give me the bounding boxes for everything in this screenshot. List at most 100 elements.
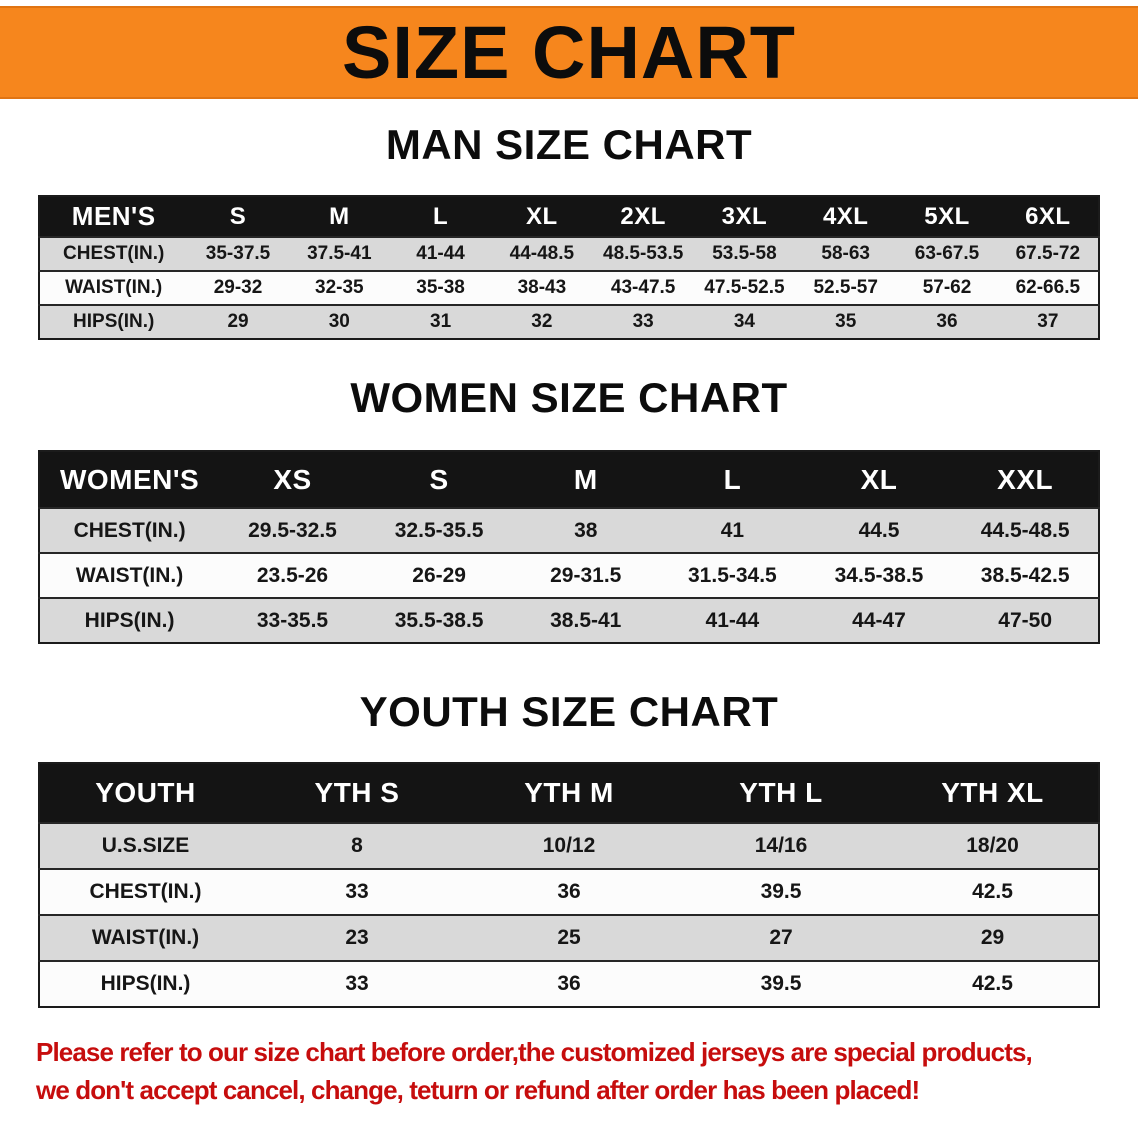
size-column-header: M bbox=[288, 196, 390, 237]
size-value-cell: 41 bbox=[720, 518, 745, 542]
size-column-header: XL bbox=[491, 196, 593, 237]
size-value-cell: 29-32 bbox=[213, 277, 263, 298]
size-value-cell: 44.5-48.5 bbox=[980, 518, 1070, 542]
size-value-cell: 35 bbox=[835, 311, 857, 332]
size-value-cell: 38.5-41 bbox=[550, 608, 622, 632]
youth-size-table: YOUTH YTH S YTH M YTH L YTH XL U.S.SIZE 8 10/12… bbox=[38, 762, 1100, 1008]
men-size-table: MEN'S S M L XL 2XL 3XL 4XL 5XL 6XL CHEST(IN.) 35-37… bbox=[38, 195, 1100, 340]
size-table-header-row: WOMEN'S XS S M L XL XXL bbox=[39, 451, 1099, 508]
size-column-header: 2XL bbox=[592, 196, 694, 237]
measurement-row: WAIST(IN.) 23.5-26 26-29 29-31.5 31.5-34.5 34… bbox=[39, 553, 1099, 598]
size-value-cell: 8 bbox=[351, 834, 363, 857]
size-value-cell: 29.5-32.5 bbox=[248, 518, 337, 542]
measurement-row: HIPS(IN.) 29 30 31 32 33 34 35 36 37 bbox=[39, 305, 1099, 339]
size-value-cell: 53.5-58 bbox=[712, 243, 777, 264]
table-title-cell: WOMEN'S bbox=[39, 451, 220, 508]
size-value-cell: 27 bbox=[769, 926, 793, 949]
size-value-cell: 37 bbox=[1037, 311, 1059, 332]
size-value-cell: 38.5-42.5 bbox=[980, 563, 1070, 587]
measurement-label-cell: HIPS(IN.) bbox=[84, 608, 175, 632]
notice-line-2: we don't accept cancel, change, teturn o… bbox=[36, 1074, 920, 1105]
size-value-cell: 67.5-72 bbox=[1015, 243, 1081, 264]
men-section: MAN SIZE CHART MEN'S S M L XL 2XL 3XL 4XL 5XL 6XL… bbox=[0, 121, 1138, 340]
size-value-cell: 36 bbox=[557, 972, 581, 995]
size-value-cell: 14/16 bbox=[754, 834, 808, 857]
measurement-row: HIPS(IN.) 33 36 39.5 42.5 bbox=[39, 961, 1099, 1007]
size-value-cell: 32-35 bbox=[315, 277, 364, 298]
measurement-label-cell: CHEST(IN.) bbox=[73, 518, 186, 542]
size-value-cell: 36 bbox=[557, 880, 581, 903]
measurement-row: CHEST(IN.) 29.5-32.5 32.5-35.5 38 41 44.5 44.5… bbox=[39, 508, 1099, 553]
measurement-row: CHEST(IN.) 33 36 39.5 42.5 bbox=[39, 869, 1099, 915]
size-value-cell: 35-37.5 bbox=[205, 243, 271, 264]
size-value-cell: 31.5-34.5 bbox=[688, 563, 777, 587]
size-value-cell: 48.5-53.5 bbox=[603, 243, 684, 264]
size-column-header: 3XL bbox=[693, 196, 796, 237]
size-value-cell: 39.5 bbox=[760, 972, 802, 995]
size-value-cell: 31 bbox=[430, 311, 452, 332]
order-notice: Please refer to our size chart before or… bbox=[0, 1008, 1138, 1109]
size-value-cell: 41-44 bbox=[705, 608, 760, 632]
size-value-cell: 32 bbox=[531, 311, 553, 332]
size-value-cell: 35-38 bbox=[416, 277, 465, 298]
women-section: WOMEN SIZE CHART WOMEN'S XS S M L XL XXL CHEST(… bbox=[0, 374, 1138, 644]
size-value-cell: 33 bbox=[345, 972, 369, 995]
women-chart-heading: WOMEN SIZE CHART bbox=[350, 374, 788, 421]
size-value-cell: 42.5 bbox=[972, 880, 1013, 903]
measurement-label-cell: WAIST(IN.) bbox=[75, 563, 184, 587]
size-value-cell: 35.5-38.5 bbox=[394, 608, 484, 632]
size-value-cell: 33-35.5 bbox=[256, 608, 329, 632]
size-value-cell: 18/20 bbox=[966, 834, 1019, 857]
size-value-cell: 23 bbox=[345, 926, 369, 949]
size-value-cell: 34.5-38.5 bbox=[834, 563, 924, 587]
banner: SIZE CHART bbox=[0, 6, 1138, 99]
size-column-header: L bbox=[659, 451, 806, 508]
size-value-cell: 29 bbox=[980, 926, 1005, 949]
size-value-cell: 52.5-57 bbox=[813, 277, 878, 298]
size-value-cell: 41-44 bbox=[416, 243, 465, 264]
women-size-table: WOMEN'S XS S M L XL XXL CHEST(IN.) 29.5-32.5 32.5… bbox=[38, 450, 1100, 644]
size-value-cell: 38-43 bbox=[517, 277, 567, 298]
size-value-cell: 57-62 bbox=[922, 277, 972, 298]
size-value-cell: 42.5 bbox=[972, 972, 1013, 995]
measurement-row: WAIST(IN.) 29-32 32-35 35-38 38-43 43-47.5 47.… bbox=[39, 271, 1099, 305]
men-chart-heading: MAN SIZE CHART bbox=[385, 121, 753, 168]
size-column-header: YTH S bbox=[251, 763, 463, 823]
size-column-header: S bbox=[365, 451, 513, 508]
size-value-cell: 23.5-26 bbox=[256, 563, 329, 587]
size-column-header: XS bbox=[219, 451, 366, 508]
size-column-header: YTH XL bbox=[887, 763, 1099, 823]
size-column-header: L bbox=[389, 196, 492, 237]
youth-chart-heading: YOUTH SIZE CHART bbox=[359, 688, 779, 735]
size-value-cell: 30 bbox=[328, 311, 350, 332]
size-value-cell: 47-50 bbox=[998, 608, 1053, 632]
size-value-cell: 37.5-41 bbox=[307, 243, 372, 264]
page-title: SIZE CHART bbox=[342, 11, 796, 94]
size-value-cell: 63-67.5 bbox=[914, 243, 980, 264]
size-value-cell: 44-47 bbox=[852, 608, 906, 632]
size-value-cell: 58-63 bbox=[821, 243, 871, 264]
table-title-cell: YOUTH bbox=[39, 763, 251, 823]
size-value-cell: 29-31.5 bbox=[550, 563, 622, 587]
measurement-row: HIPS(IN.) 33-35.5 35.5-38.5 38.5-41 41-44 44-… bbox=[39, 598, 1099, 643]
measurement-row: WAIST(IN.) 23 25 27 29 bbox=[39, 915, 1099, 961]
measurement-label-cell: WAIST(IN.) bbox=[65, 277, 163, 298]
size-value-cell: 10/12 bbox=[542, 834, 596, 857]
size-value-cell: 44-48.5 bbox=[509, 243, 575, 264]
size-column-header: S bbox=[187, 196, 289, 237]
measurement-row: CHEST(IN.) 35-37.5 37.5-41 41-44 44-48.5 48.5… bbox=[39, 237, 1099, 271]
notice-line-1: Please refer to our size chart before or… bbox=[36, 1037, 1033, 1067]
size-table-header-row: YOUTH YTH S YTH M YTH L YTH XL bbox=[39, 763, 1099, 823]
size-column-header: YTH M bbox=[463, 763, 675, 823]
measurement-label-cell: CHEST(IN.) bbox=[63, 243, 165, 264]
size-table-header-row: MEN'S S M L XL 2XL 3XL 4XL 5XL 6XL bbox=[39, 196, 1099, 237]
size-value-cell: 26-29 bbox=[412, 563, 466, 587]
size-column-header: M bbox=[512, 451, 660, 508]
size-value-cell: 36 bbox=[936, 311, 958, 332]
measurement-label-cell: U.S.SIZE bbox=[101, 834, 190, 857]
size-value-cell: 34 bbox=[733, 311, 755, 332]
size-column-header: YTH L bbox=[675, 763, 887, 823]
size-value-cell: 43-47.5 bbox=[610, 277, 676, 298]
size-value-cell: 25 bbox=[557, 926, 581, 949]
measurement-label-cell: HIPS(IN.) bbox=[73, 311, 155, 332]
